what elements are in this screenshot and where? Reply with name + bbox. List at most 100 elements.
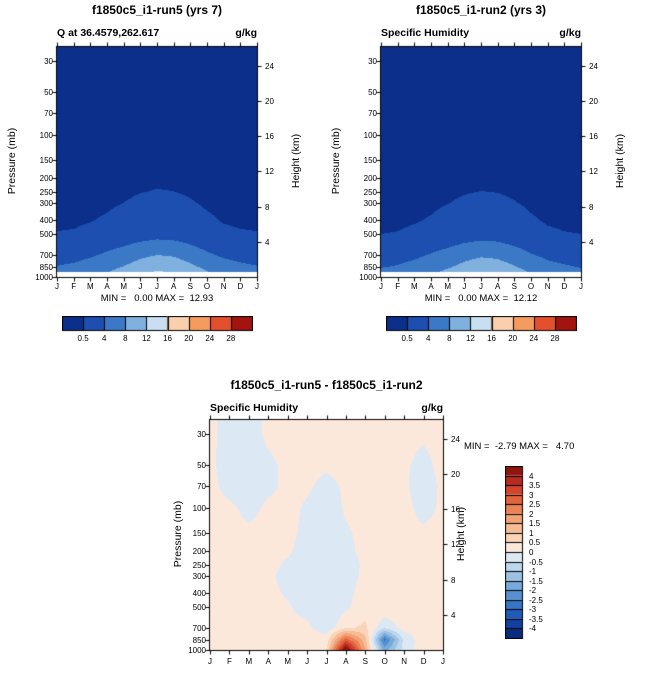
units-label: g/kg bbox=[559, 27, 581, 39]
pressure-tick-label: 70 bbox=[197, 482, 206, 491]
height-tick-label: 16 bbox=[451, 505, 460, 515]
height-tick-label: 24 bbox=[589, 61, 598, 71]
colorbar-tick-label: 12 bbox=[141, 334, 151, 343]
pressure-tick-label: 250 bbox=[363, 187, 377, 197]
month-tick-label: J bbox=[208, 657, 212, 666]
pressure-tick-label: 150 bbox=[363, 156, 377, 165]
month-tick-label: N bbox=[544, 282, 551, 291]
colorbar-tick-label: -2.5 bbox=[529, 595, 543, 605]
pressure-tick-label: 200 bbox=[39, 173, 53, 183]
colorbar-tick-label: -4 bbox=[529, 624, 537, 634]
colorbar-tick-label: 4 bbox=[101, 334, 107, 343]
pressure-tick-label: 100 bbox=[39, 131, 53, 140]
height-tick-label: 12 bbox=[265, 167, 274, 177]
month-tick-label: J bbox=[255, 282, 259, 291]
colorbar-tick-label: 20 bbox=[184, 334, 194, 343]
pressure-tick-label: 30 bbox=[368, 56, 377, 66]
month-tick-label: A bbox=[494, 282, 501, 291]
colorbar-tick-label: 8 bbox=[123, 334, 128, 343]
colorbar-tick-label: 4 bbox=[425, 334, 431, 343]
colorbar-run5 bbox=[62, 316, 253, 332]
panel-title: f1850c5_i1-run5 (yrs 7) bbox=[91, 3, 223, 17]
month-tick-label: S bbox=[362, 657, 368, 666]
month-tick-label: J bbox=[479, 282, 483, 291]
colorbar-tick-label: -3.5 bbox=[529, 614, 543, 624]
min-max-stats: MIN = -2.79 MAX = 4.70 bbox=[464, 441, 575, 452]
colorbar-tick-label: 12 bbox=[465, 334, 475, 343]
colorbar-tick-label: -2 bbox=[529, 586, 537, 596]
min-max-stats: MIN = 0.00 MAX = 12.93 bbox=[100, 293, 214, 304]
month-tick-label: A bbox=[265, 657, 271, 666]
month-tick-label: S bbox=[511, 282, 517, 291]
colorbar-tick-label: 2.5 bbox=[529, 500, 541, 510]
height-tick-label: 4 bbox=[451, 610, 456, 620]
panel-title: f1850c5_i1-run5 - f1850c5_i1-run2 bbox=[230, 378, 423, 392]
month-tick-label: D bbox=[420, 657, 427, 666]
colorbar-tick-label: 3.5 bbox=[529, 481, 541, 491]
colorbar-tick-label: 8 bbox=[447, 334, 452, 343]
panel-run5: f1850c5_i1-run5 (yrs 7) Q at 36.4579,262… bbox=[0, 0, 324, 362]
pressure-axis-label: Pressure (mb) bbox=[6, 127, 18, 195]
month-tick-label: O bbox=[381, 657, 388, 666]
pressure-tick-label: 70 bbox=[44, 109, 53, 118]
colorbar-tick-label: 20 bbox=[508, 334, 518, 343]
height-tick-label: 12 bbox=[589, 167, 598, 177]
month-tick-label: D bbox=[237, 282, 244, 291]
month-tick-label: F bbox=[226, 657, 232, 666]
colorbar-tick-label: 1 bbox=[529, 528, 534, 538]
pressure-tick-label: 500 bbox=[39, 230, 53, 240]
month-tick-label: J bbox=[55, 282, 59, 291]
month-tick-label: A bbox=[170, 282, 177, 291]
month-tick-label: O bbox=[203, 282, 211, 291]
colorbar-tick-label: 0.5 bbox=[529, 538, 541, 548]
month-tick-label: J bbox=[305, 657, 310, 666]
month-tick-label: F bbox=[71, 282, 77, 291]
month-tick-label: A bbox=[343, 657, 349, 666]
month-tick-label: M bbox=[120, 282, 127, 291]
month-tick-label: J bbox=[155, 282, 159, 291]
panel-subtitle: Specific Humidity bbox=[381, 27, 470, 39]
height-tick-label: 12 bbox=[451, 540, 460, 550]
pressure-tick-label: 200 bbox=[363, 173, 377, 183]
month-tick-label: D bbox=[561, 282, 568, 291]
height-tick-label: 24 bbox=[265, 61, 274, 71]
pressure-tick-label: 300 bbox=[192, 571, 206, 581]
colorbar-tick-label: 0.5 bbox=[401, 334, 413, 343]
pressure-tick-label: 700 bbox=[39, 251, 53, 260]
month-tick-label: M bbox=[284, 657, 291, 666]
pressure-tick-label: 850 bbox=[363, 262, 377, 272]
colorbar-tick-label: -3 bbox=[529, 605, 537, 615]
pressure-tick-label: 250 bbox=[39, 187, 53, 197]
month-tick-label: J bbox=[324, 657, 329, 666]
panel-subtitle: Specific Humidity bbox=[210, 402, 299, 414]
colorbar-tick-label: -1.5 bbox=[529, 576, 543, 586]
pressure-tick-label: 200 bbox=[192, 546, 206, 556]
colorbar-tick-label: 1.5 bbox=[529, 519, 541, 529]
panel-title: f1850c5_i1-run2 (yrs 3) bbox=[415, 3, 547, 17]
colorbar-tick-label: 0 bbox=[529, 548, 534, 557]
pressure-tick-label: 500 bbox=[363, 230, 377, 240]
height-tick-label: 20 bbox=[451, 469, 460, 479]
contour-plot-run2 bbox=[375, 41, 587, 283]
month-tick-label: N bbox=[220, 282, 227, 291]
colorbar-tick-label: 28 bbox=[226, 334, 236, 343]
month-tick-label: J bbox=[441, 657, 445, 666]
contour-plot-run5 bbox=[51, 41, 263, 283]
colorbar-run2 bbox=[386, 316, 577, 332]
month-tick-label: M bbox=[410, 282, 418, 291]
units-label: g/kg bbox=[235, 27, 257, 39]
month-tick-label: M bbox=[245, 657, 253, 666]
month-tick-label: M bbox=[444, 282, 451, 291]
height-axis-label: Height (km) bbox=[290, 133, 302, 189]
pressure-tick-label: 1000 bbox=[188, 646, 206, 655]
pressure-tick-label: 1000 bbox=[359, 273, 377, 282]
pressure-tick-label: 300 bbox=[363, 198, 377, 208]
colorbar-tick-label: 3 bbox=[529, 490, 534, 500]
pressure-tick-label: 300 bbox=[39, 198, 53, 208]
panel-run2: f1850c5_i1-run2 (yrs 3) Specific Humidit… bbox=[324, 0, 648, 362]
height-tick-label: 16 bbox=[589, 132, 598, 142]
colorbar-tick-label: 16 bbox=[487, 334, 496, 343]
month-tick-label: J bbox=[379, 282, 383, 291]
colorbar-tick-label: 16 bbox=[163, 334, 172, 343]
